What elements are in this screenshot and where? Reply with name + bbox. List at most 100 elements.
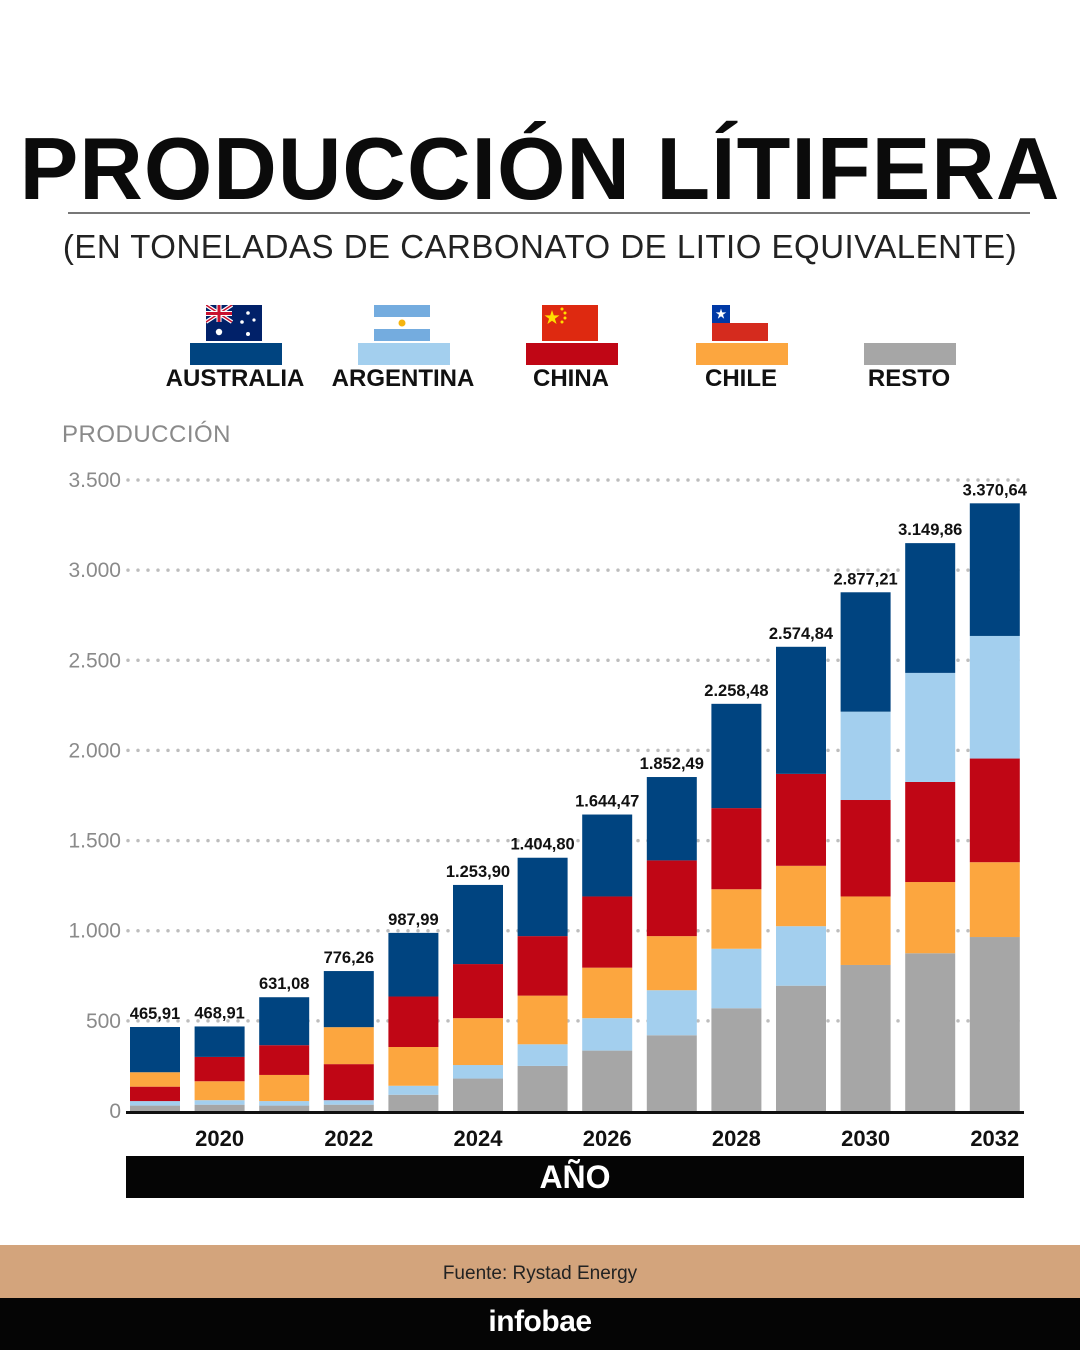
legend-label-argentina: ARGENTINA	[331, 365, 475, 392]
bar-segment-china-2030	[840, 800, 891, 897]
australia-flag-icon	[200, 305, 270, 341]
x-tick-label: 2030	[841, 1126, 890, 1151]
x-tick-label: 2028	[712, 1126, 761, 1151]
bar-segment-chile-2023	[388, 1046, 439, 1086]
y-tick-label: 1.000	[68, 920, 121, 943]
bar-segment-china-2032	[969, 758, 1020, 863]
bar-segment-argentina-2020	[194, 1100, 245, 1105]
bar-segment-resto-2025	[517, 1065, 568, 1111]
bar-segment-chile-2030	[840, 896, 891, 965]
legend-label-resto: RESTO	[867, 365, 951, 392]
bar-segment-chile-2022	[323, 1027, 374, 1065]
bar-segment-chile-2020	[194, 1081, 245, 1101]
china-flag-icon	[536, 305, 606, 341]
bar-segment-china-2027	[646, 860, 697, 937]
bar-total-label: 2.258,48	[704, 682, 768, 700]
bar-segment-resto-2019	[130, 1105, 180, 1111]
y-tick-label: 500	[86, 1010, 121, 1033]
bar-segment-australia-2028	[711, 703, 762, 809]
bar-segment-australia-2029	[776, 646, 826, 774]
bar-segment-chile-2028	[711, 889, 762, 949]
bar-total-label: 631,08	[259, 975, 309, 993]
bar-total-label: 2.877,21	[833, 570, 897, 588]
bar-segment-australia-2031	[905, 543, 956, 673]
legend-swatch-resto	[864, 343, 956, 365]
bar-segment-argentina-2021	[259, 1101, 310, 1106]
bar-segment-argentina-2032	[969, 635, 1020, 759]
bar-segment-chile-2032	[969, 862, 1020, 938]
bar-segment-resto-2031	[905, 953, 956, 1111]
bar-segment-argentina-2030	[840, 711, 891, 801]
source-note: Fuente: Rystad Energy	[0, 1245, 1080, 1298]
bar-segment-argentina-2029	[776, 926, 826, 986]
bar-total-label: 468,91	[194, 1004, 244, 1022]
bar-segment-resto-2024	[453, 1078, 503, 1111]
y-tick-label: 3.500	[68, 469, 121, 492]
y-axis-title: PRODUCCIÓN	[62, 421, 232, 448]
bar-segment-australia-2023	[388, 932, 439, 997]
bar-total-label: 776,26	[324, 949, 374, 967]
bar-segment-china-2024	[453, 964, 503, 1019]
bar-segment-chile-2024	[453, 1018, 503, 1066]
x-tick-label: 2024	[454, 1126, 504, 1151]
bar-total-label: 987,99	[388, 911, 438, 929]
chile-flag-icon	[706, 305, 776, 341]
bar-segment-australia-2024	[453, 884, 503, 965]
bar-segment-chile-2029	[776, 865, 826, 927]
y-tick-label: 2.500	[68, 649, 121, 672]
bar-segment-china-2031	[905, 781, 956, 883]
bar-segment-chile-2027	[646, 936, 697, 991]
argentina-flag-icon	[368, 305, 438, 341]
legend-swatch-chile	[696, 343, 788, 365]
bar-segment-australia-2020	[194, 1026, 245, 1057]
bar-total-label: 2.574,84	[769, 625, 834, 643]
bar-segment-argentina-2031	[905, 672, 956, 782]
bar-total-label: 3.149,86	[898, 521, 962, 539]
bar-segment-australia-2026	[582, 814, 633, 897]
bar-segment-argentina-2023	[388, 1085, 439, 1095]
bar-segment-chile-2019	[130, 1072, 180, 1087]
bar-segment-argentina-2027	[646, 990, 697, 1036]
bar-segment-resto-2028	[711, 1008, 762, 1111]
bar-segment-australia-2022	[323, 971, 374, 1028]
stacked-bar-chart: 0 500 1.000 1.500 2.000 2.500 3.000 3.500 465,91…	[68, 469, 1028, 1151]
bar-segment-china-2021	[259, 1045, 310, 1075]
bar-segment-resto-2032	[969, 937, 1020, 1111]
bar-segment-chile-2025	[517, 995, 568, 1045]
bar-total-label: 3.370,64	[963, 481, 1028, 499]
bar-total-label: 1.852,49	[640, 755, 704, 773]
y-tick-label: 0	[109, 1100, 121, 1123]
legend-item-resto: RESTO	[824, 305, 994, 395]
bar-segment-argentina-2024	[453, 1065, 503, 1079]
bar-segment-australia-2021	[259, 997, 310, 1046]
bar-segment-resto-2029	[776, 985, 826, 1111]
legend-swatch-china	[526, 343, 618, 365]
bar-segment-australia-2032	[969, 503, 1020, 636]
bar-segment-australia-2019	[130, 1027, 180, 1073]
legend-label-chile: CHILE	[705, 365, 777, 392]
x-tick-label: 2020	[195, 1126, 244, 1151]
bar-segment-china-2025	[517, 936, 568, 996]
legend-label-australia: AUSTRALIA	[165, 365, 305, 392]
x-axis-title: AÑO	[126, 1156, 1024, 1198]
bar-segment-australia-2030	[840, 592, 891, 712]
bar-total-label: 1.253,90	[446, 863, 510, 881]
bar-segment-china-2019	[130, 1086, 180, 1102]
bar-total-label: 465,91	[130, 1005, 180, 1023]
bar-segment-resto-2020	[194, 1104, 245, 1111]
legend-label-china: CHINA	[533, 365, 609, 392]
legend-swatch-australia	[190, 343, 282, 365]
page-title: PRODUCCIÓN LÍTIFERA	[19, 119, 1061, 218]
bar-segment-chile-2026	[582, 967, 633, 1019]
y-tick-label: 3.000	[68, 559, 121, 582]
x-tick-label: 2032	[970, 1126, 1019, 1151]
bar-segment-argentina-2025	[517, 1044, 568, 1066]
legend-swatch-argentina	[358, 343, 450, 365]
y-tick-label: 2.000	[68, 739, 121, 762]
brand-logo: infobae	[0, 1298, 1080, 1350]
bar-segment-chile-2031	[905, 882, 956, 954]
legend-item-australia: AUSTRALIA	[150, 305, 320, 395]
bar-segment-argentina-2019	[130, 1101, 180, 1106]
bar-segment-china-2022	[323, 1064, 374, 1101]
x-tick-label: 2022	[324, 1126, 373, 1151]
